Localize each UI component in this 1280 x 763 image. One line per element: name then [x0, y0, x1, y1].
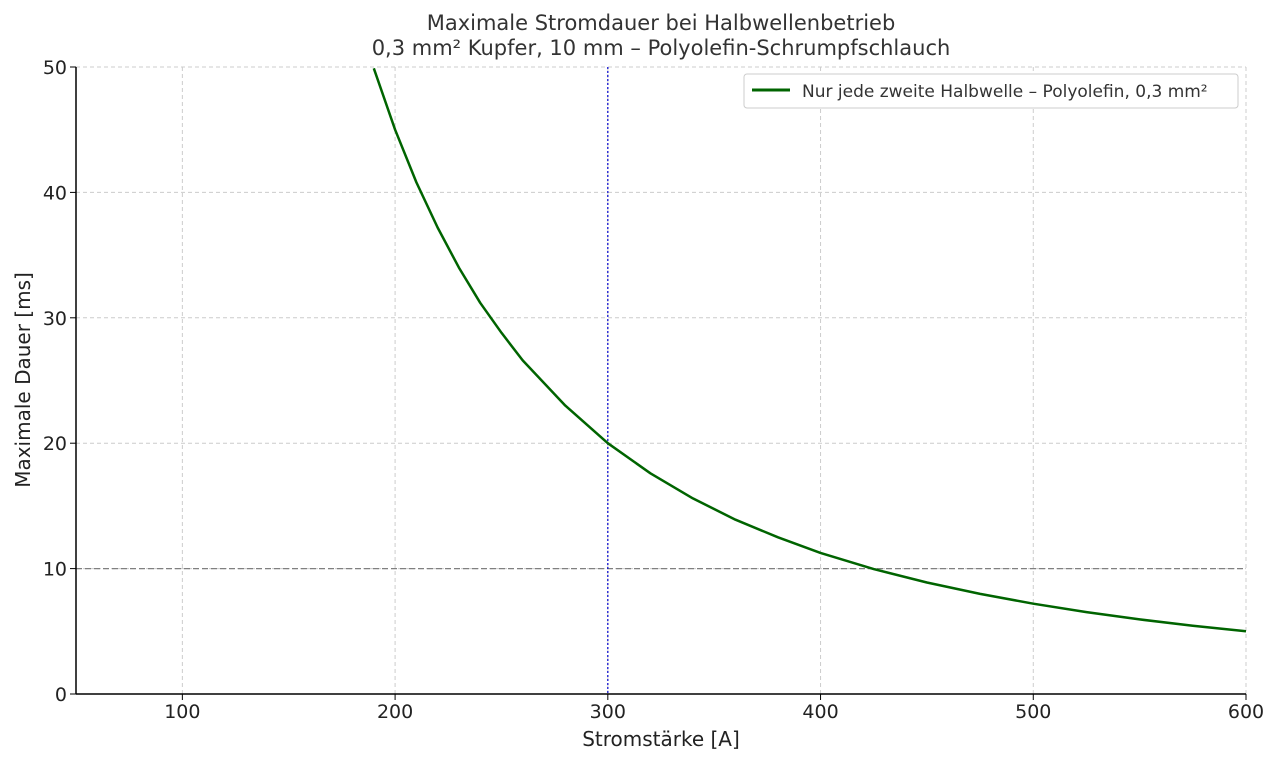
- series-line-0: [372, 67, 1247, 633]
- plot-area: [372, 67, 1247, 633]
- grid: [76, 66, 1247, 695]
- x-tick-label: 500: [1015, 701, 1051, 723]
- reference-lines: [76, 67, 1246, 694]
- x-axis-label: Stromstärke [A]: [582, 727, 740, 751]
- legend-box: [743, 73, 1239, 109]
- legend: Nur jede zweite Halbwelle – Polyolefin, …: [743, 73, 1239, 109]
- y-tick-label: 30: [43, 308, 67, 330]
- chart-title: Maximale Stromdauer bei Halbwellenbetrie…: [427, 11, 896, 35]
- tick-labels: 100 200 300 400 500 600 0 10 20 30 40 50: [43, 57, 1264, 723]
- y-tick-label: 0: [55, 684, 67, 706]
- y-tick-label: 50: [43, 57, 67, 79]
- y-tick-label: 20: [43, 433, 67, 455]
- chart-subtitle: 0,3 mm² Kupfer, 10 mm – Polyolefin-Schru…: [372, 36, 951, 60]
- x-tick-label: 600: [1228, 701, 1264, 723]
- legend-label: Nur jede zweite Halbwelle – Polyolefin, …: [802, 82, 1208, 102]
- x-tick-label: 300: [590, 701, 626, 723]
- y-axis-label: Maximale Dauer [ms]: [11, 272, 35, 488]
- x-tick-label: 200: [377, 701, 413, 723]
- x-tick-label: 100: [164, 701, 200, 723]
- y-tick-label: 10: [43, 559, 67, 581]
- y-tick-label: 40: [43, 182, 67, 204]
- axes: [70, 66, 1247, 700]
- x-tick-label: 400: [802, 701, 838, 723]
